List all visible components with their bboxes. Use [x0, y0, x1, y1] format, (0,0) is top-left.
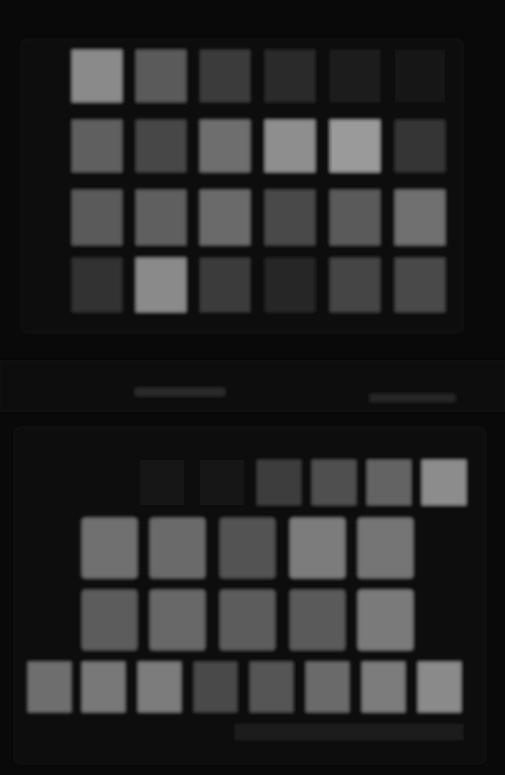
color-patch [395, 258, 445, 312]
color-patch [220, 518, 275, 578]
color-patch [136, 258, 186, 312]
hinge-detail [370, 394, 455, 402]
color-patch [395, 190, 445, 245]
color-patch [82, 662, 125, 712]
color-patch [200, 120, 250, 172]
color-patch [136, 50, 186, 102]
color-patch [330, 258, 380, 312]
color-patch [200, 50, 250, 102]
color-patch [330, 50, 380, 102]
color-patch [138, 662, 181, 712]
ruler [235, 724, 463, 740]
scene-layer [0, 39, 505, 764]
color-patch [194, 662, 237, 712]
color-patch [306, 662, 349, 712]
color-patch [82, 590, 137, 650]
color-patch [265, 120, 315, 172]
color-patch [72, 258, 122, 312]
color-patch [395, 120, 445, 172]
color-patch [200, 190, 250, 245]
color-patch [395, 50, 445, 102]
hinge-strip [0, 360, 505, 412]
color-patch [257, 460, 301, 505]
color-patch [265, 190, 315, 245]
color-patch [82, 518, 137, 578]
color-patch [72, 190, 122, 245]
color-patch [220, 590, 275, 650]
hinge-detail [135, 388, 225, 396]
color-patch [265, 50, 315, 102]
color-patch [330, 120, 380, 172]
color-patch [418, 662, 461, 712]
color-patch [28, 662, 71, 712]
color-patch [140, 460, 184, 505]
color-patch [200, 258, 250, 312]
color-patch [136, 190, 186, 245]
color-patch [265, 258, 315, 312]
color-patch [290, 518, 345, 578]
color-patch [330, 190, 380, 245]
color-patch [422, 460, 466, 505]
color-patch [312, 460, 356, 505]
color-patch [367, 460, 411, 505]
color-patch [72, 120, 122, 172]
color-patch [150, 590, 205, 650]
color-patch [358, 518, 413, 578]
color-patch [358, 590, 413, 650]
color-patch [200, 460, 244, 505]
color-patch [290, 590, 345, 650]
color-patch [250, 662, 293, 712]
color-patch [136, 120, 186, 172]
color-patch [72, 50, 122, 102]
color-patch [150, 518, 205, 578]
color-patch [362, 662, 405, 712]
